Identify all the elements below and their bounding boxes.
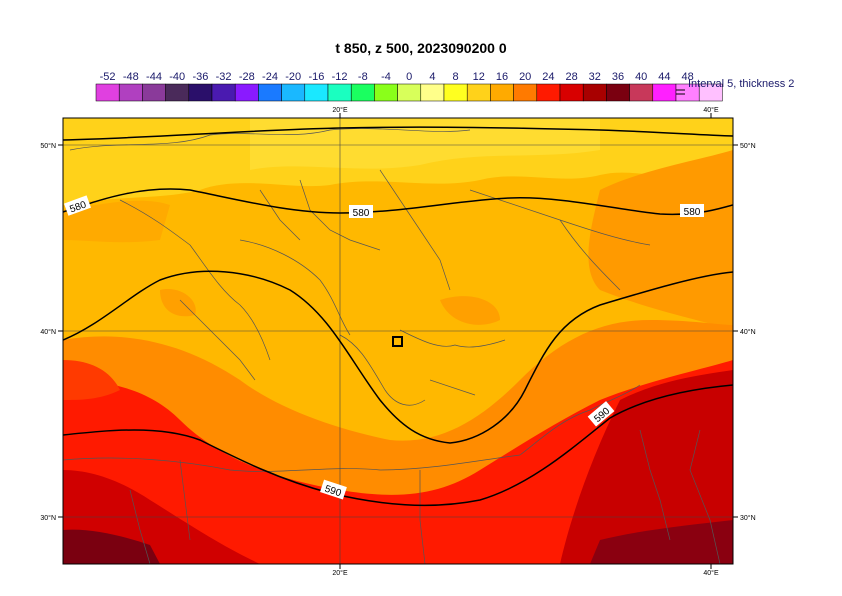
contour-label: 580 (684, 207, 701, 218)
colorbar-tick-label: 44 (658, 71, 670, 83)
colorbar-tick-label: -44 (146, 71, 162, 83)
contour-labels: 580 580 580 590 590 (63, 195, 704, 500)
chart-title: t 850, z 500, 2023090200 0 (335, 40, 507, 56)
station-marker (392, 336, 403, 347)
colorbar-tick-label: -12 (332, 71, 348, 83)
colorbar-tick-label: 8 (453, 71, 459, 83)
colorbar-tick-label: -32 (216, 71, 232, 83)
colorbar-tick-label: 24 (542, 71, 554, 83)
colorbar-swatches (95, 83, 723, 102)
colorbar-tick-label: -20 (285, 71, 301, 83)
colorbar-tick-label: 48 (681, 71, 693, 83)
colorbar-tick-label: -4 (381, 71, 391, 83)
colorbar-tick-label: -36 (192, 71, 208, 83)
colorbar-tick-label: 32 (589, 71, 601, 83)
colorbar-swatch (698, 83, 723, 102)
colorbar-tick-label: 16 (496, 71, 508, 83)
map-frame (62, 117, 734, 565)
colorbar-tick-label: -40 (169, 71, 185, 83)
colorbar-tick-label: 36 (612, 71, 624, 83)
colorbar-tick-label: 40 (635, 71, 647, 83)
colorbar-tick-label: -52 (100, 71, 116, 83)
lat-label-right: 30°N (740, 514, 756, 522)
lon-label-top: 40°E (703, 106, 719, 114)
colorbar-tick-label: 0 (406, 71, 412, 83)
contour-label: 590 (323, 484, 343, 500)
contour-label: 580 (353, 208, 370, 219)
colorbar-tick-label: -48 (123, 71, 139, 83)
colorbar-tick-label: -16 (308, 71, 324, 83)
colorbar-tick-label: -8 (358, 71, 368, 83)
lat-label-left: 30°N (40, 514, 56, 522)
lat-label-right: 40°N (740, 328, 756, 336)
colorbar-tick-label: 4 (429, 71, 435, 83)
lon-label-top: 20°E (332, 106, 348, 114)
colorbar-tick-label: 12 (473, 71, 485, 83)
lat-label-left: 50°N (40, 142, 56, 150)
colorbar-ticks: -52 -48 -44 -40 -36 -32 -28 -24 -20 -16 -12 -8 -4 0 4 8… (100, 71, 694, 83)
z500-contours (63, 126, 733, 507)
colorbar-legend-text: Interval 5, thickness 2 (688, 78, 794, 90)
lon-label-bottom: 40°E (703, 569, 719, 577)
colorbar-tick-label: -28 (239, 71, 255, 83)
lat-label-right: 50°N (740, 142, 756, 150)
coastlines (63, 128, 721, 564)
lon-label-bottom: 20°E (332, 569, 348, 577)
colorbar: -52 -48 -44 -40 -36 -32 -28 -24 -20 -16 -12 -8 -4 0 4 8… (95, 71, 794, 102)
colorbar-tick-label: 28 (565, 71, 577, 83)
temperature-field (63, 118, 733, 564)
lat-label-left: 40°N (40, 328, 56, 336)
colorbar-tick-label: 20 (519, 71, 531, 83)
colorbar-tick-label: -24 (262, 71, 278, 83)
